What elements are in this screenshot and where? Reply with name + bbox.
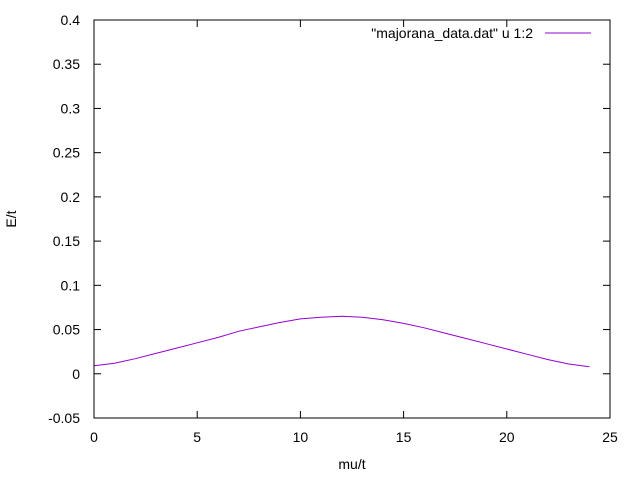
legend: "majorana_data.dat" u 1:2 bbox=[371, 25, 591, 41]
y-tick-label: 0.15 bbox=[53, 233, 80, 249]
y-axis-label: E/t bbox=[3, 210, 19, 227]
x-tick-label: 0 bbox=[90, 429, 98, 445]
y-tick-label: 0.2 bbox=[61, 189, 81, 205]
plot-frame bbox=[93, 19, 611, 419]
y-tick-label: -0.05 bbox=[48, 410, 80, 426]
y-tick-label: 0 bbox=[72, 366, 80, 382]
x-tick-label: 15 bbox=[396, 429, 412, 445]
x-tick-label: 20 bbox=[499, 429, 515, 445]
y-tick-label: 0.3 bbox=[61, 100, 81, 116]
y-tick-label: 0.4 bbox=[61, 12, 81, 28]
y-tick-label: 0.1 bbox=[61, 277, 81, 293]
series-line bbox=[93, 315, 590, 368]
ticks-layer: 0 5 10 15 20 25 -0.05 0 0.05 0.1 0.15 0.2 0.25 0.3 0.3… bbox=[48, 12, 618, 445]
y-tick-label: 0.25 bbox=[53, 145, 80, 161]
series-layer bbox=[93, 315, 590, 368]
y-tick-label: 0.35 bbox=[53, 56, 80, 72]
x-tick-label: 5 bbox=[193, 429, 201, 445]
x-axis-label: mu/t bbox=[338, 456, 365, 472]
x-tick-label: 10 bbox=[293, 429, 309, 445]
legend-label: "majorana_data.dat" u 1:2 bbox=[371, 25, 533, 41]
y-tick-label: 0.05 bbox=[53, 322, 80, 338]
x-tick-label: 25 bbox=[602, 429, 618, 445]
